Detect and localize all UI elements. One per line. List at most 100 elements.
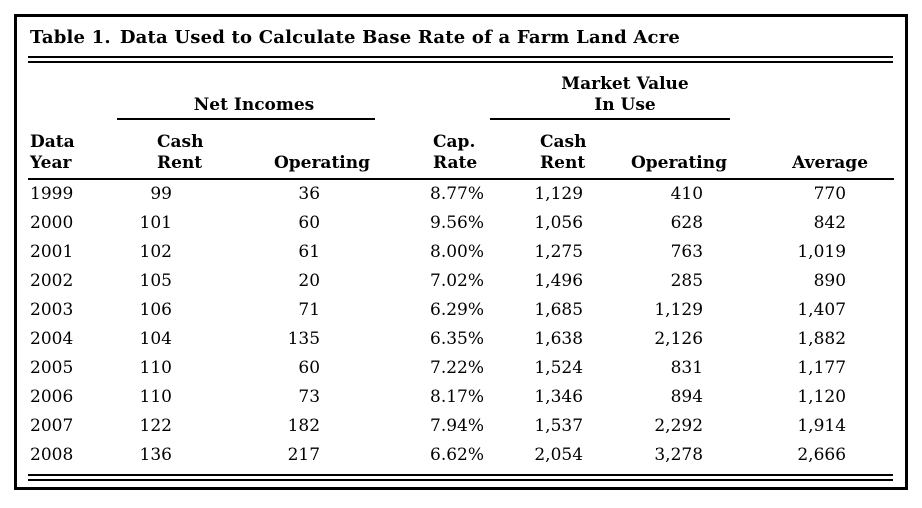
table-cell: 2008 [30,445,74,465]
table-cell: 7.02% [430,271,485,291]
column-header-data-year: Data Year [28,119,117,180]
column-header-mv-operating: Operating [590,119,731,180]
table-cell: 2,292 [654,416,704,436]
table-cell: 110 [139,387,172,407]
table-cell: 1999 [30,184,74,204]
table-cell: 60 [298,213,321,233]
table-cell: 2004 [30,329,74,349]
table-cell: 831 [670,358,704,378]
table-cell: 763 [670,242,704,262]
table-cell: 122 [139,416,172,436]
table-row: 2008 136 217 6.62% 2,054 3,278 2,666 [28,441,894,470]
table-cell: 2001 [30,242,74,262]
table-cell: 3,278 [654,445,704,465]
table-cell: 104 [139,329,172,349]
table-cell: 1,346 [534,387,584,407]
data-table: Net Incomes Market Value In Use Data Yea… [28,63,895,470]
group-header-row: Net Incomes Market Value In Use [28,63,894,120]
table-row: 2003 106 71 6.29% 1,685 1,129 1,407 [28,296,894,325]
column-header-average: Average [730,119,895,180]
bottom-divider [28,474,893,481]
table-cell: 60 [298,358,321,378]
table-number: Table 1. [30,27,111,48]
table-cell: 7.22% [430,358,485,378]
table-row: 2000 101 60 9.56% 1,056 628 842 [28,209,894,238]
table-cell: 8.17% [430,387,485,407]
table-row: 2006 110 73 8.17% 1,346 894 1,120 [28,383,894,412]
column-header-row: Data Year Cash Rent Operating Cap. Rate [28,119,895,180]
table-cell: 6.62% [430,445,485,465]
table-cell: 135 [287,329,321,349]
table-cell: 1,496 [534,271,584,291]
net-incomes-label: Net Incomes [193,95,315,115]
table-cell: 182 [287,416,321,436]
table-row: 2001 102 61 8.00% 1,275 763 1,019 [28,238,894,267]
table-cell: 285 [670,271,704,291]
table-cell: 2006 [30,387,74,407]
table-header: Net Incomes Market Value In Use Data Yea… [28,63,895,180]
table-frame: Table 1. Data Used to Calculate Base Rate… [14,14,908,490]
group-header-market-value: Market Value In Use [490,63,731,120]
table-cell: 628 [670,213,704,233]
table-cell: 99 [150,184,172,204]
column-header-net-operating: Operating [190,119,376,180]
table-cell: 217 [287,445,321,465]
table-cell: 73 [298,387,321,407]
title-divider [28,56,893,63]
table-cell: 106 [139,300,172,320]
table-cell: 2005 [30,358,74,378]
table-cell: 101 [139,213,172,233]
group-spacer [375,63,490,119]
table-cell: 890 [813,271,847,291]
table-cell: 2002 [30,271,74,291]
column-header-cap-rate: Cap. Rate [375,119,491,180]
market-value-label-line1: Market Value [561,74,689,94]
table-cell: 1,275 [534,242,584,262]
table-cell: 1,537 [534,416,584,436]
group-spacer [28,63,117,119]
table-row: 2004 104 135 6.35% 1,638 2,126 1,882 [28,325,894,354]
table-cell: 1,407 [797,300,847,320]
table-row: 2007 122 182 7.94% 1,537 2,292 1,914 [28,412,894,441]
table-cell: 1,914 [797,416,847,436]
table-cell: 110 [139,358,172,378]
table-cell: 2007 [30,416,74,436]
table-cell: 894 [670,387,704,407]
table-cell: 1,524 [534,358,584,378]
table-cell: 1,056 [534,213,584,233]
table-cell: 1,685 [534,300,584,320]
table-body: 1999 99 36 8.77% 1,129 410 770 2000 101 … [28,179,894,470]
table-cell: 770 [813,184,847,204]
table-cell: 2,666 [797,445,847,465]
table-cell: 410 [670,184,704,204]
table-cell: 105 [139,271,172,291]
table-cell: 8.00% [430,242,485,262]
table-cell: 1,129 [654,300,704,320]
table-cell: 36 [298,184,321,204]
group-spacer [730,63,894,119]
table-cell: 71 [298,300,321,320]
column-header-net-cash-rent: Cash Rent [117,119,203,180]
table-cell: 842 [813,213,847,233]
table-cell: 1,177 [797,358,847,378]
table-cell: 7.94% [430,416,485,436]
table-cell: 2,126 [654,329,704,349]
table-caption: Data Used to Calculate Base Rate of a Fa… [119,27,681,48]
table-cell: 1,882 [797,329,847,349]
table-cell: 20 [298,271,321,291]
table-cell: 61 [298,242,321,262]
table-cell: 1,638 [534,329,584,349]
group-header-net-incomes: Net Incomes [117,63,376,120]
market-value-label-line2: In Use [594,95,656,115]
table-cell: 9.56% [430,213,485,233]
table-cell: 136 [139,445,172,465]
table-row: 1999 99 36 8.77% 1,129 410 770 [28,179,894,209]
table-title: Table 1. Data Used to Calculate Base Rate… [30,26,905,50]
table-cell: 6.35% [430,329,485,349]
table-cell: 1,019 [797,242,847,262]
column-header-mv-cash-rent: Cash Rent [490,119,591,180]
table-cell: 2000 [30,213,74,233]
table-row: 2005 110 60 7.22% 1,524 831 1,177 [28,354,894,383]
table-cell: 102 [139,242,172,262]
